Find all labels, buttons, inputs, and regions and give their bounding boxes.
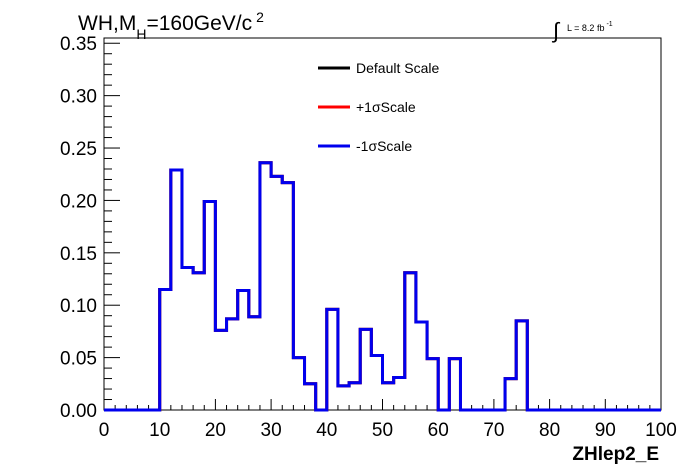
x-tick-label: 40 [316,420,337,441]
x-tick-label: 60 [428,420,449,441]
y-tick-label: 0.20 [60,191,97,212]
y-tick-label: 0.35 [60,34,97,55]
x-tick-label: 70 [483,420,504,441]
legend-label: +1σScale [356,99,416,115]
series-line [104,161,661,412]
lumi-text: L = 8.2 fb [567,23,604,33]
lumi-annotation: L = 8.2 fb -1 [567,21,613,33]
title-main: WH,M [78,12,136,35]
x-tick-label: 90 [595,420,616,441]
y-tick-label: 0.25 [60,139,97,160]
series-layer [104,161,661,412]
title-subscript: H [136,26,146,42]
x-tick-label: 20 [205,420,226,441]
x-tick-label: 50 [372,420,393,441]
x-tick-label: 30 [261,420,282,441]
legend-label: Default Scale [356,60,439,76]
y-tick-label: 0.05 [60,349,97,370]
axis-tick-labels: 0 10 20 30 40 50 60 70 80 90 100 0.00 0.05 0.10 0.15 0.… [60,34,677,441]
y-tick-label: 0.30 [60,87,97,108]
legend: Default Scale +1σScale -1σScale [318,60,439,154]
x-tick-label: 10 [149,420,170,441]
y-tick-label: 0.15 [60,244,97,265]
y-tick-label: 0.00 [60,401,97,422]
chart-title: WH,MH=160GeV/c 2 [78,9,264,42]
x-tick-label: 0 [99,420,110,441]
x-tick-label: 80 [539,420,560,441]
title-rest: =160GeV/c [146,12,252,35]
legend-label: -1σScale [356,138,412,154]
lumi-superscript: -1 [606,21,612,28]
lumi-integral-sign: ∫ [551,18,561,43]
x-axis-label: ZHlep2_E [572,444,659,465]
y-tick-label: 0.10 [60,296,97,317]
x-tick-label: 100 [645,420,677,441]
title-superscript: 2 [256,9,264,25]
